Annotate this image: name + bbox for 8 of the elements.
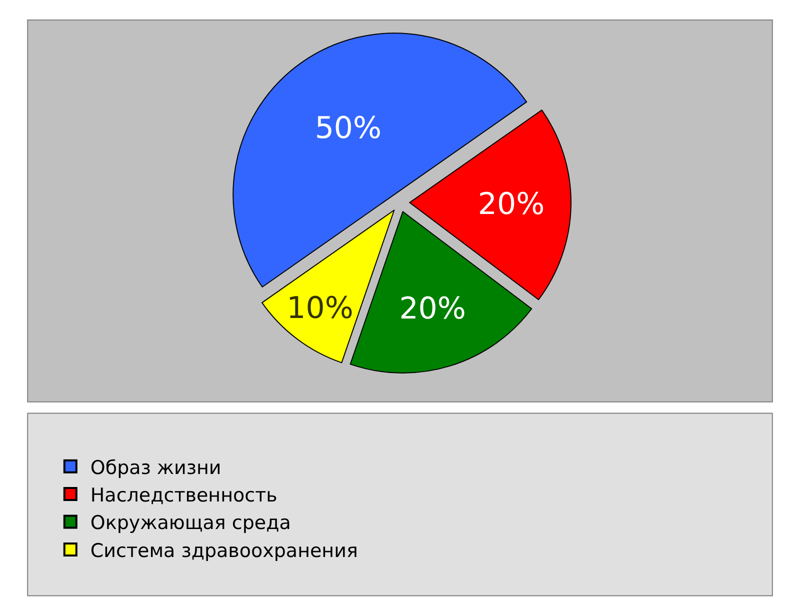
data-label: 20% bbox=[478, 186, 545, 222]
legend-label: Окружающая среда bbox=[90, 512, 291, 534]
data-label: 50% bbox=[314, 110, 382, 146]
data-label: 20% bbox=[399, 291, 466, 326]
data-label: 10% bbox=[286, 291, 354, 326]
legend-label: Наследственность bbox=[90, 484, 278, 506]
legend-label: Система здравоохранения bbox=[90, 540, 358, 562]
legend-label: Образ жизни bbox=[90, 456, 222, 479]
